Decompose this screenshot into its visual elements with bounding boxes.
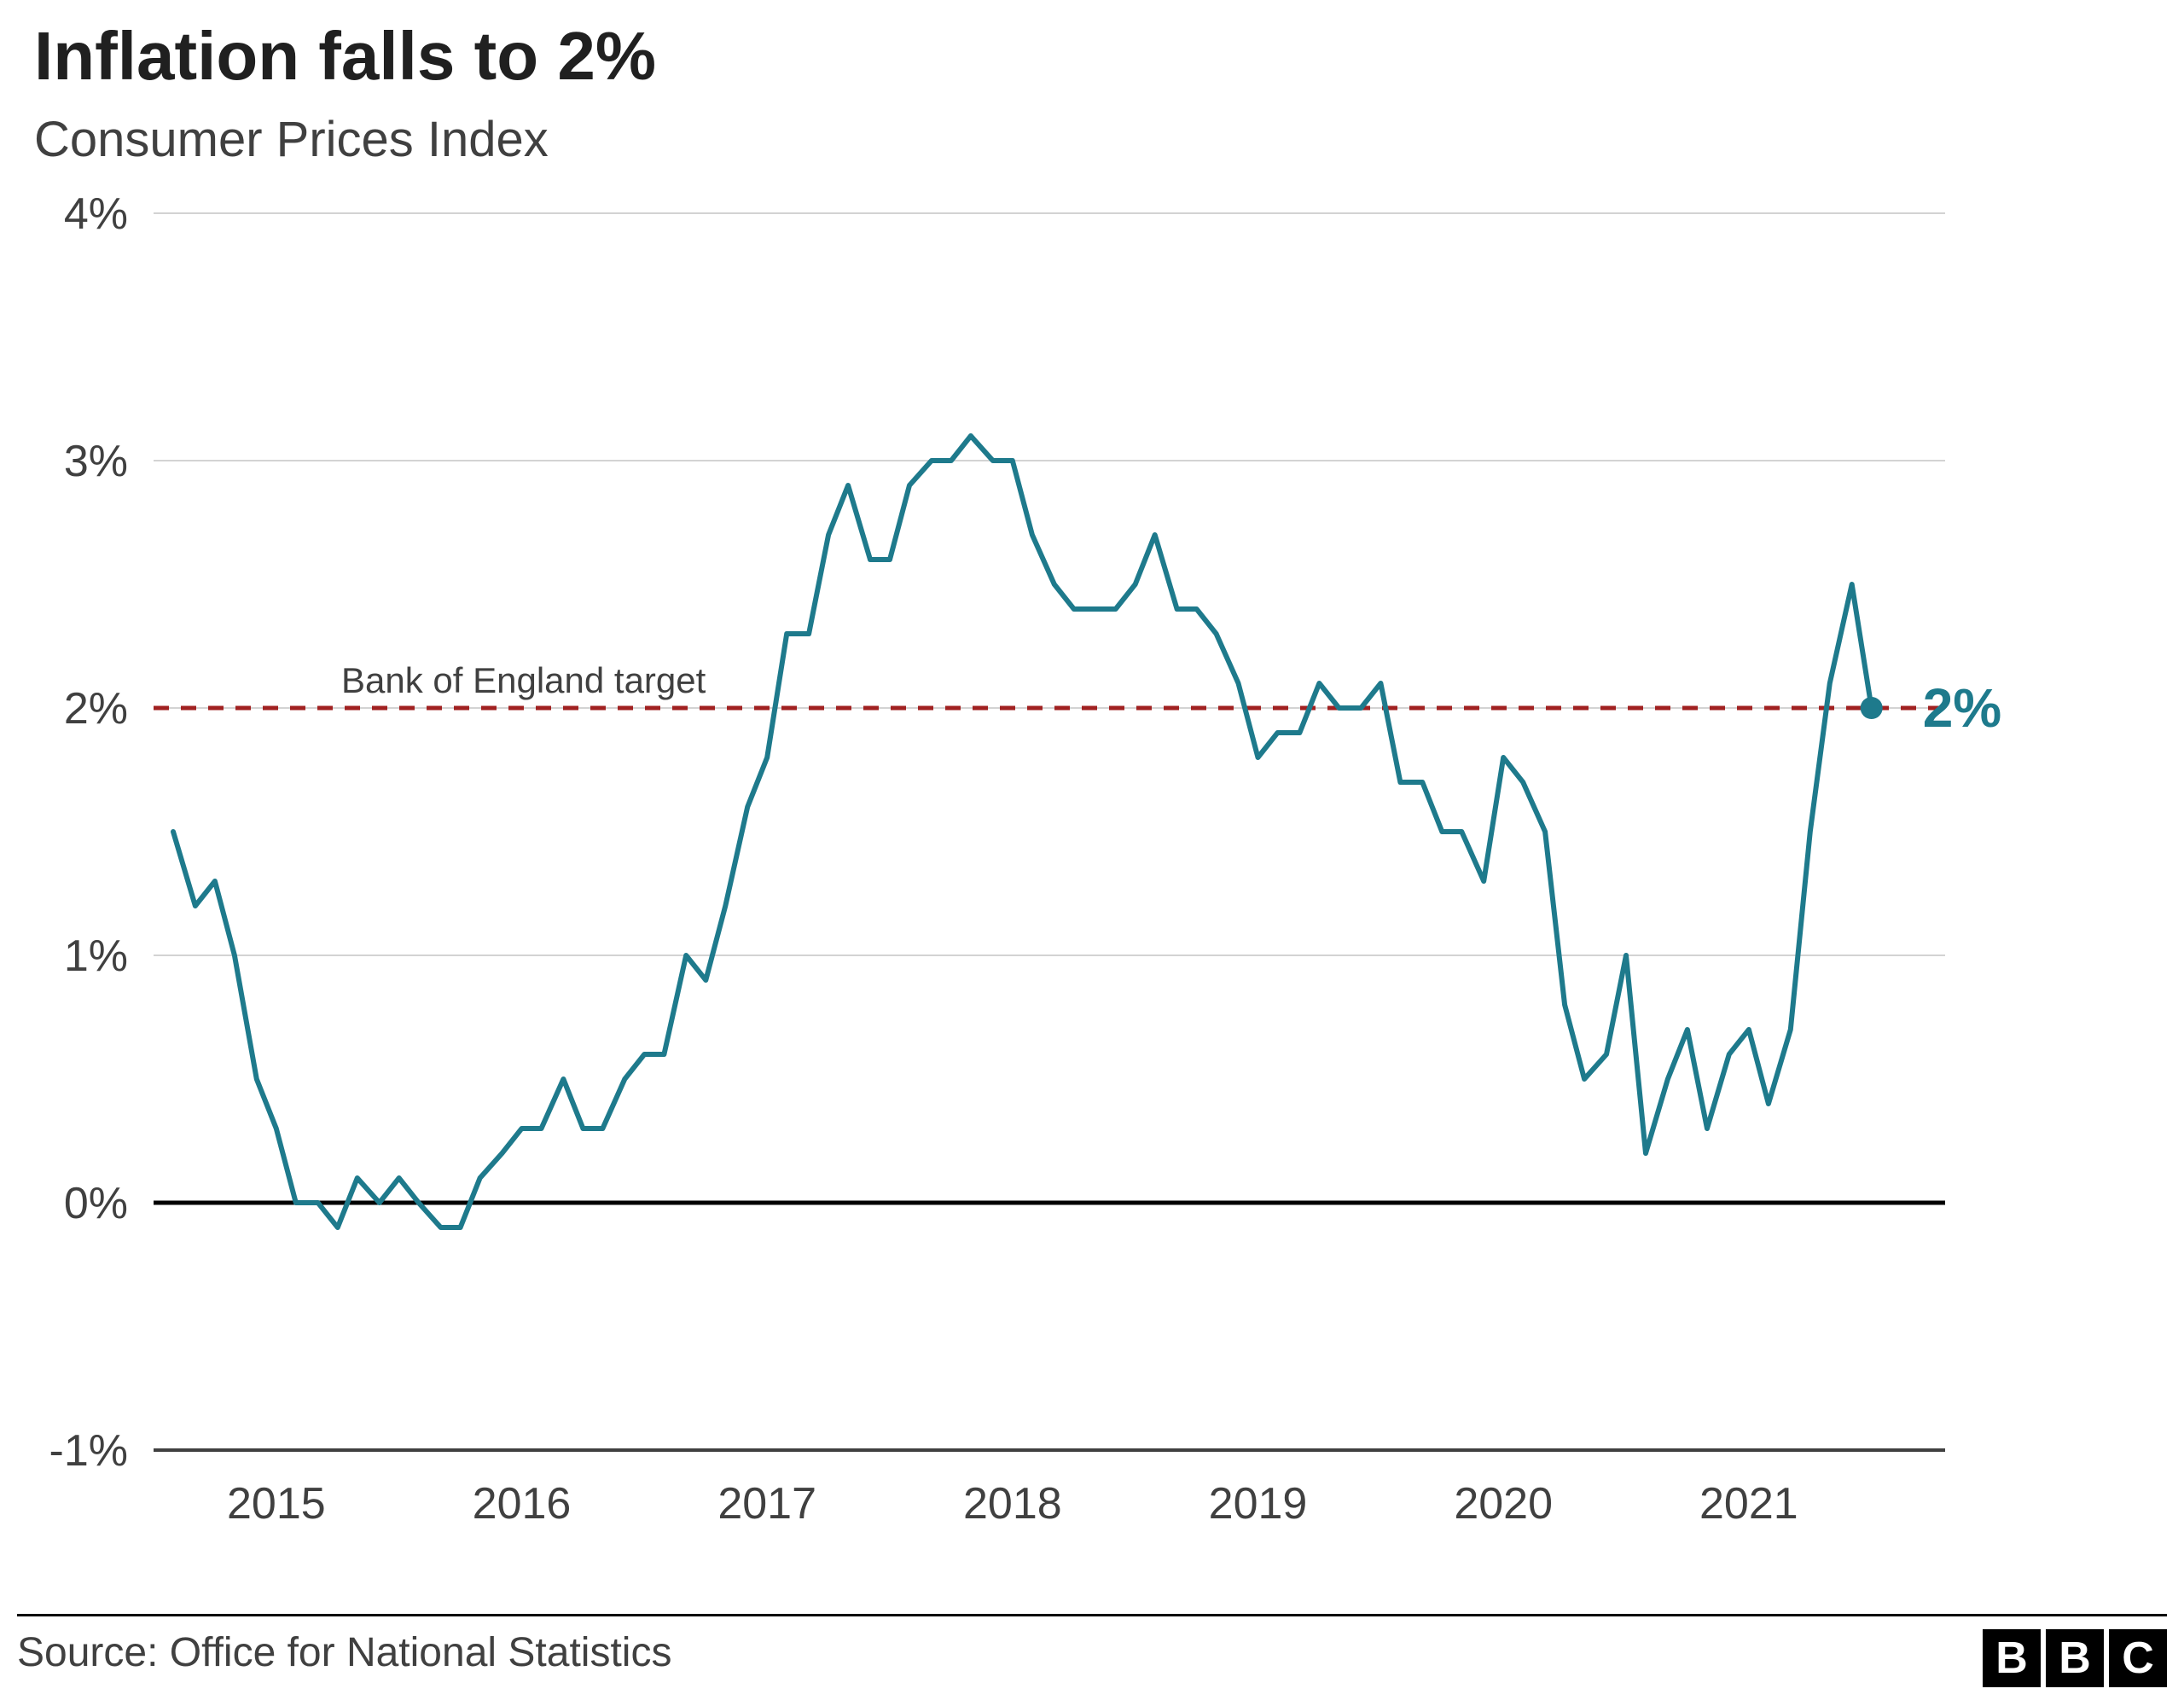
cpi-series-line [173,436,1872,1227]
x-axis-label: 2019 [1209,1479,1308,1529]
line-chart: 4% 3% 2% 1% 0% -1% 2015 2016 2017 2018 2019 2020 202… [0,0,2184,1706]
x-axis-label: 2018 [963,1479,1062,1529]
y-axis-label: 1% [64,931,128,981]
x-axis-label: 2016 [473,1479,572,1529]
target-label: Bank of England target [341,660,706,700]
bbc-logo-letter: C [2109,1629,2167,1687]
source-text: Source: Office for National Statistics [17,1629,671,1676]
end-callout: 2% [1923,677,2002,739]
bbc-logo-letter: B [1983,1629,2041,1687]
x-axis-label: 2017 [717,1479,816,1529]
y-axis-label: -1% [49,1426,128,1476]
chart-container: Inflation falls to 2% Consumer Prices In… [0,0,2184,1706]
y-axis-label: 3% [64,437,128,486]
x-axis-label: 2021 [1699,1479,1798,1529]
end-marker [1861,697,1883,719]
x-axis-label: 2020 [1454,1479,1553,1529]
bbc-logo: B B C [1983,1629,2167,1687]
y-axis-label: 0% [64,1179,128,1228]
y-axis-label: 4% [64,189,128,239]
bbc-logo-letter: B [2046,1629,2104,1687]
y-axis-label: 2% [64,684,128,734]
x-axis-label: 2015 [227,1479,326,1529]
